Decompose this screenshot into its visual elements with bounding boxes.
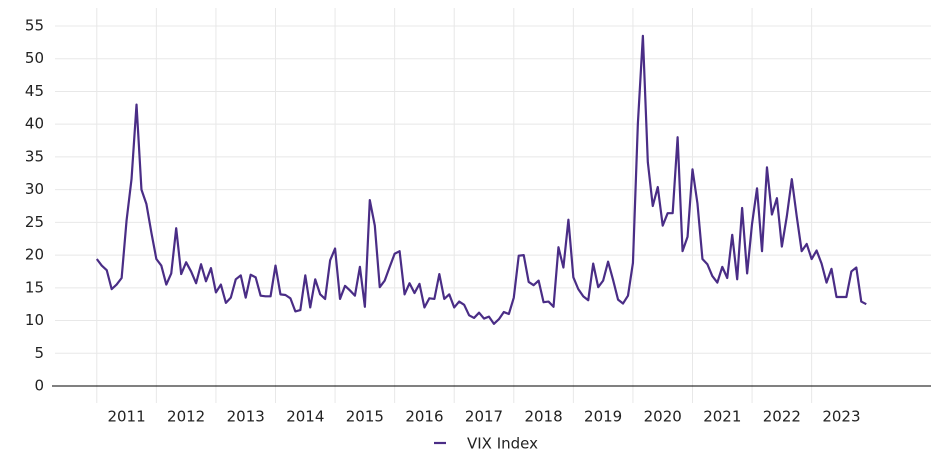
- x-tick-label: 2013: [227, 408, 265, 426]
- x-tick-label: 2015: [346, 408, 384, 426]
- x-tick-label: 2012: [167, 408, 205, 426]
- y-tick-label: 50: [25, 49, 44, 67]
- x-tick-label: 2023: [822, 408, 860, 426]
- x-tick-label: 2014: [286, 408, 324, 426]
- y-tick-label: 25: [25, 213, 44, 231]
- y-tick-label: 0: [34, 377, 44, 395]
- y-tick-label: 15: [25, 278, 44, 296]
- x-tick-label: 2022: [763, 408, 801, 426]
- y-tick-label: 55: [25, 17, 44, 35]
- y-tick-label: 35: [25, 147, 44, 165]
- x-tick-label: 2018: [524, 408, 562, 426]
- y-tick-label: 5: [34, 344, 44, 362]
- x-tick-label: 2017: [465, 408, 503, 426]
- y-tick-label: 10: [25, 311, 44, 329]
- x-tick-label: 2016: [405, 408, 443, 426]
- legend-label: VIX Index: [467, 435, 538, 453]
- x-tick-label: 2011: [107, 408, 145, 426]
- y-tick-label: 30: [25, 180, 44, 198]
- x-tick-label: 2021: [703, 408, 741, 426]
- x-tick-label: 2019: [584, 408, 622, 426]
- y-tick-label: 20: [25, 246, 44, 264]
- x-tick-label: 2020: [644, 408, 682, 426]
- series-line: [95, 34, 867, 325]
- y-tick-label: 40: [25, 115, 44, 133]
- y-tick-label: 45: [25, 82, 44, 100]
